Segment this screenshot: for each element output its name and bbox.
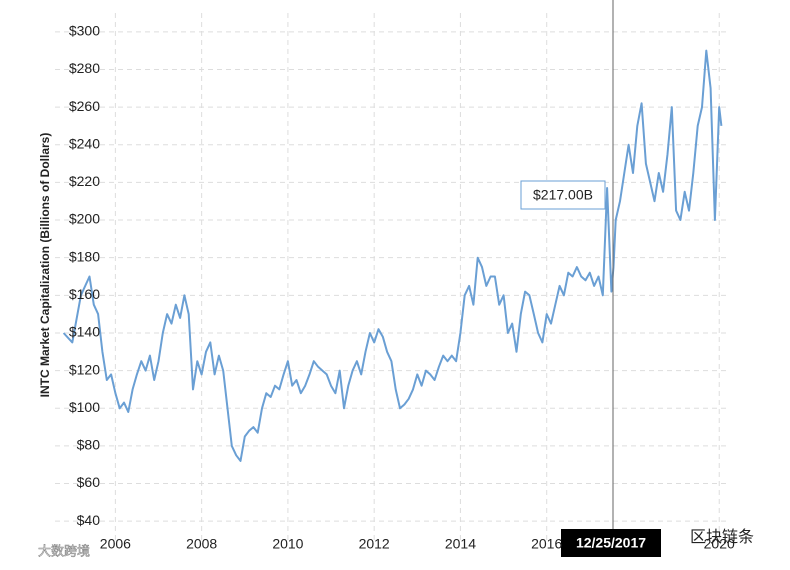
grid bbox=[55, 13, 730, 540]
y-tick-label: $160 bbox=[69, 286, 100, 302]
y-tick-label: $80 bbox=[77, 437, 101, 453]
y-tick-label: $60 bbox=[77, 474, 101, 490]
y-tick-label: $100 bbox=[69, 399, 100, 415]
watermark: 区块链条 bbox=[690, 528, 754, 546]
x-tick-label: 2008 bbox=[186, 536, 217, 552]
x-tick-label: 2016 bbox=[531, 536, 562, 552]
tooltip-box bbox=[520, 180, 606, 210]
tooltip-value: $217.00B bbox=[533, 187, 593, 203]
watermark: 大数跨境 bbox=[38, 543, 90, 558]
x-tick-label: 2014 bbox=[445, 536, 476, 552]
y-tick-label: $40 bbox=[77, 512, 101, 528]
x-tick-label: 2006 bbox=[100, 536, 131, 552]
y-tick-label: $200 bbox=[69, 211, 100, 227]
plot bbox=[62, 49, 723, 462]
line bbox=[62, 49, 723, 462]
y-tick-label: $300 bbox=[69, 23, 100, 39]
date-box bbox=[561, 529, 661, 557]
x-tick-label: 2012 bbox=[359, 536, 390, 552]
x-tick-label: 2010 bbox=[272, 536, 303, 552]
y-axis-label: INTC Market Capitalization (Billions of … bbox=[38, 133, 52, 398]
y-tick-label: $220 bbox=[69, 173, 100, 189]
y-tick-label: $140 bbox=[69, 324, 100, 340]
date-label: 12/25/2017 bbox=[576, 535, 646, 551]
x-tick-label: 2020 bbox=[704, 536, 735, 552]
y-tick-label: $260 bbox=[69, 98, 100, 114]
y-tick-label: $180 bbox=[69, 248, 100, 264]
y-tick-label: $280 bbox=[69, 60, 100, 76]
y-tick-label: $120 bbox=[69, 361, 100, 377]
y-tick-label: $240 bbox=[69, 135, 100, 151]
